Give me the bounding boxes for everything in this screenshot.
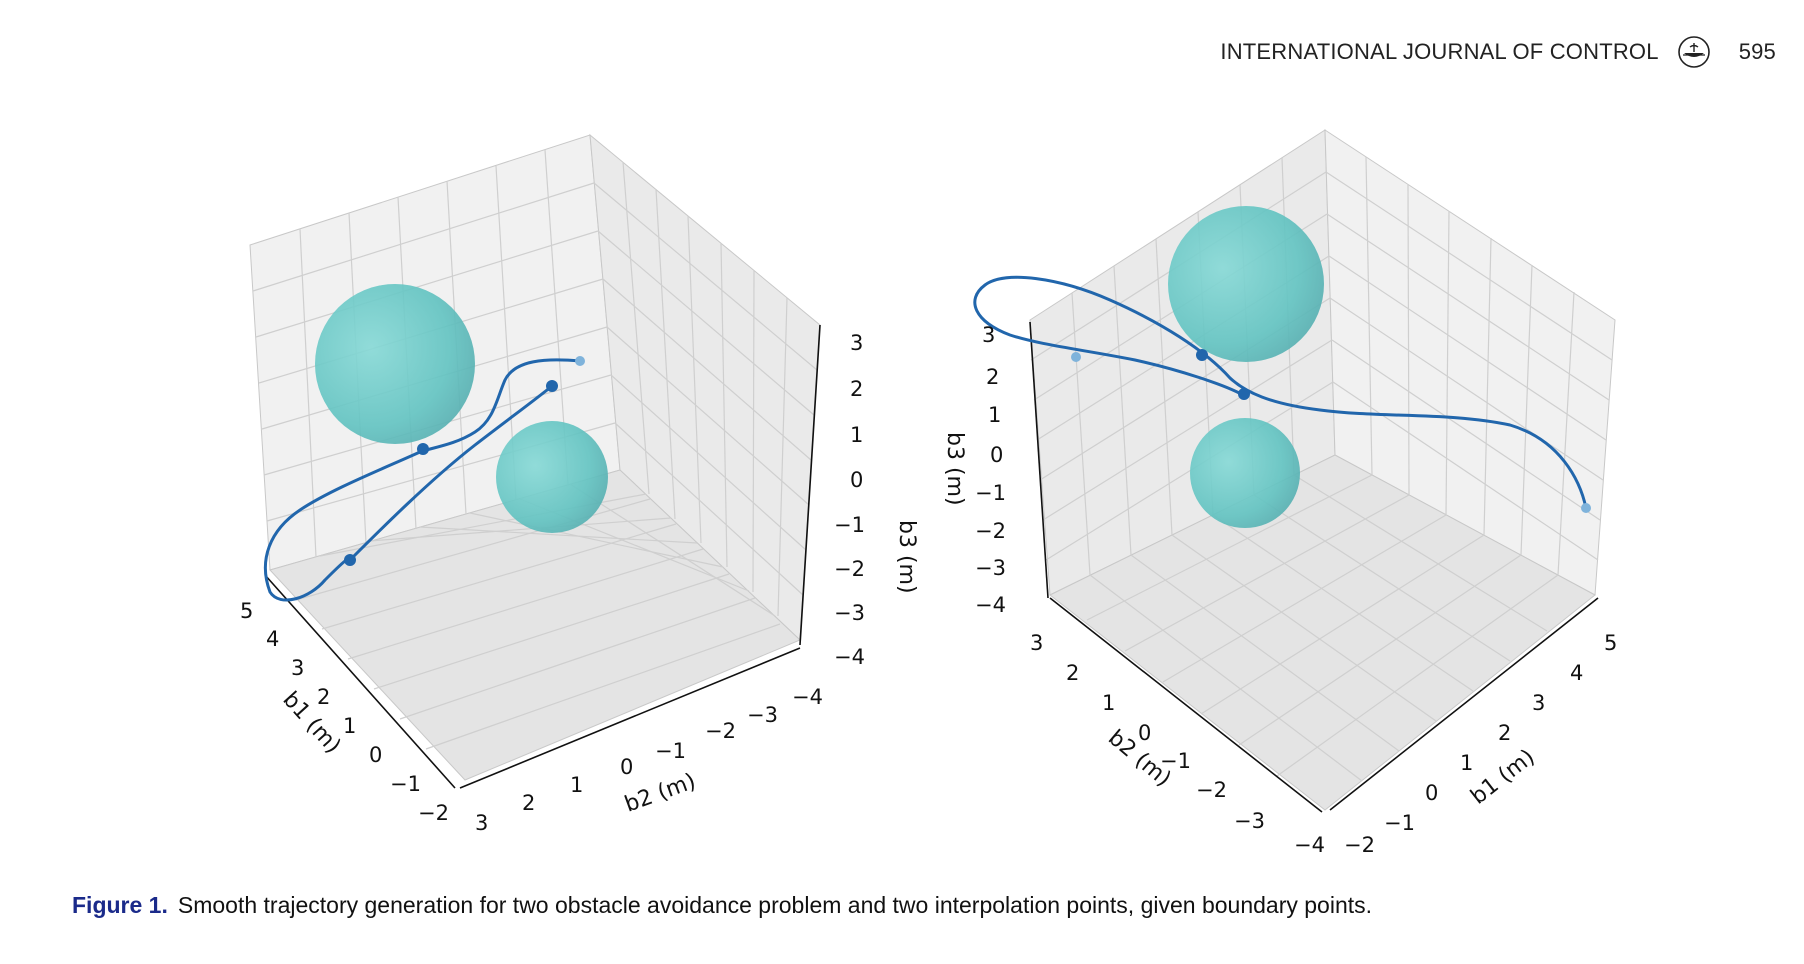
tick-label: 2 bbox=[1498, 721, 1511, 745]
right-b2-ticks: 3 2 1 0 −1 −2 −3 −4 bbox=[1030, 631, 1325, 857]
tick-label: 4 bbox=[1570, 661, 1583, 685]
right-b1-axis-label: b1 (m) bbox=[1466, 745, 1539, 810]
figure-canvas: 3 2 1 0 −1 −2 −3 −4 b3 (m) 5 4 3 2 1 0 −… bbox=[240, 129, 1617, 857]
right-grid bbox=[1030, 156, 1613, 782]
tick-label: 0 bbox=[620, 755, 633, 779]
left-obstacle-sphere-small bbox=[496, 421, 608, 533]
tick-label: −2 bbox=[1196, 778, 1227, 802]
tick-label: −2 bbox=[418, 801, 449, 825]
tick-label: −4 bbox=[1294, 833, 1325, 857]
tick-label: −4 bbox=[975, 593, 1006, 617]
tick-label: −3 bbox=[975, 556, 1006, 580]
tick-label: 1 bbox=[988, 403, 1001, 427]
tick-label: 5 bbox=[1604, 631, 1617, 655]
left-b3-axis-label: b3 (m) bbox=[894, 520, 919, 594]
right-boundary-point-start bbox=[1071, 352, 1081, 362]
tick-label: 2 bbox=[522, 791, 535, 815]
left-b1-ticks: 5 4 3 2 1 0 −1 −2 bbox=[240, 599, 449, 825]
tick-label: 1 bbox=[1102, 691, 1115, 715]
right-obstacle-sphere-large bbox=[1168, 206, 1324, 362]
tick-label: −1 bbox=[390, 772, 421, 796]
tick-label: 3 bbox=[1030, 631, 1043, 655]
right-trajectory bbox=[973, 275, 1588, 509]
tick-label: 1 bbox=[570, 773, 583, 797]
right-b1-axis bbox=[1329, 597, 1599, 811]
tick-label: 5 bbox=[240, 599, 253, 623]
tick-label: −3 bbox=[834, 601, 865, 625]
figure-label: Figure 1. bbox=[72, 892, 168, 918]
tick-label: 0 bbox=[990, 443, 1003, 467]
page-number: 595 bbox=[1738, 39, 1776, 64]
left-boundary-point-start bbox=[575, 356, 585, 366]
left-interpolation-point-2 bbox=[417, 443, 429, 455]
left-b2-axis bbox=[459, 647, 801, 789]
left-obstacle-sphere-large bbox=[315, 284, 475, 444]
right-b1-ticks: −2 −1 0 1 2 3 4 5 bbox=[1344, 631, 1617, 857]
tick-label: −1 bbox=[975, 481, 1006, 505]
tick-label: 2 bbox=[317, 685, 330, 709]
tick-label: 4 bbox=[266, 627, 279, 651]
right-interpolation-point-2 bbox=[1238, 388, 1250, 400]
left-trajectory bbox=[263, 358, 581, 602]
tick-label: 3 bbox=[475, 811, 488, 835]
tick-label: −4 bbox=[834, 645, 865, 669]
left-3d-plot: 3 2 1 0 −1 −2 −3 −4 b3 (m) 5 4 3 2 1 0 −… bbox=[240, 133, 919, 835]
left-b3-ticks: 3 2 1 0 −1 −2 −3 −4 bbox=[834, 331, 865, 669]
right-3d-plot: 3 2 1 0 −1 −2 −3 −4 b3 (m) 3 2 1 0 −1 −2… bbox=[942, 129, 1617, 857]
left-interpolation-point-1 bbox=[546, 380, 558, 392]
tick-label: 1 bbox=[1460, 751, 1473, 775]
tick-label: 0 bbox=[1138, 721, 1151, 745]
tick-label: −1 bbox=[655, 739, 686, 763]
tick-label: 2 bbox=[850, 377, 863, 401]
tick-label: 3 bbox=[291, 656, 304, 680]
journal-title: INTERNATIONAL JOURNAL OF CONTROL bbox=[1220, 39, 1659, 64]
tick-label: 1 bbox=[343, 714, 356, 738]
tick-label: −3 bbox=[1234, 809, 1265, 833]
right-b3-axis bbox=[1029, 321, 1049, 599]
figure-caption-text: Smooth trajectory generation for two obs… bbox=[177, 892, 1373, 918]
left-b1-axis-label: b1 (m) bbox=[278, 687, 346, 758]
right-b3-ticks: 3 2 1 0 −1 −2 −3 −4 bbox=[975, 323, 1006, 617]
tick-label: −2 bbox=[834, 557, 865, 581]
right-b3-axis-label: b3 (m) bbox=[942, 432, 967, 506]
tick-label: 1 bbox=[850, 423, 863, 447]
publisher-logo-icon bbox=[1677, 36, 1710, 68]
tick-label: 3 bbox=[982, 323, 995, 347]
right-b2-axis bbox=[1049, 597, 1323, 813]
tick-label: 3 bbox=[1532, 691, 1545, 715]
tick-label: 0 bbox=[1425, 781, 1438, 805]
tick-label: −1 bbox=[1384, 811, 1415, 835]
tick-label: 0 bbox=[850, 468, 863, 492]
left-b1-axis bbox=[264, 574, 456, 789]
tick-label: 2 bbox=[986, 365, 999, 389]
right-boundary-point-end bbox=[1581, 503, 1591, 513]
tick-label: 0 bbox=[369, 743, 382, 767]
tick-label: 3 bbox=[850, 331, 863, 355]
tick-label: 2 bbox=[1066, 661, 1079, 685]
tick-label: −2 bbox=[705, 719, 736, 743]
tick-label: −1 bbox=[834, 513, 865, 537]
tick-label: −1 bbox=[1160, 749, 1191, 773]
tick-label: −3 bbox=[747, 703, 778, 727]
left-boundary-point-end bbox=[344, 554, 356, 566]
left-b2-ticks: 3 2 1 0 −1 −2 −3 −4 bbox=[475, 685, 823, 835]
figure-caption: Figure 1. Smooth trajectory generation fo… bbox=[72, 892, 1752, 919]
left-b3-axis bbox=[799, 324, 821, 646]
right-interpolation-point-1 bbox=[1196, 349, 1208, 361]
tick-label: −4 bbox=[792, 685, 823, 709]
tick-label: −2 bbox=[975, 519, 1006, 543]
right-obstacle-sphere-small bbox=[1190, 418, 1300, 528]
tick-label: −2 bbox=[1344, 833, 1375, 857]
running-header: INTERNATIONAL JOURNAL OF CONTROL 595 bbox=[1220, 36, 1776, 68]
